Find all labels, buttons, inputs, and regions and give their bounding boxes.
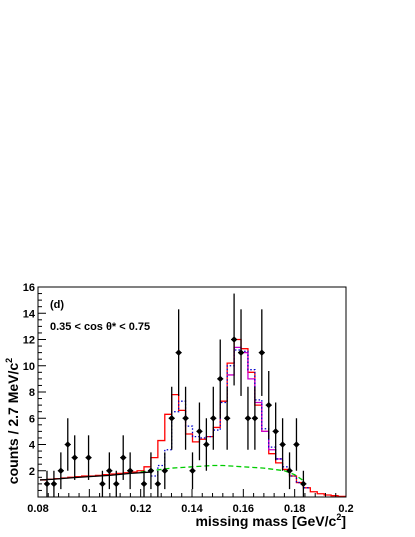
data-point (147, 467, 155, 474)
x-tick-label: 0.14 (181, 503, 203, 515)
data-point (203, 441, 210, 448)
data-point (237, 349, 245, 356)
data-point (279, 441, 286, 448)
data-point (182, 415, 189, 422)
data-point (99, 480, 106, 488)
data-point (120, 454, 127, 461)
data-point (85, 454, 92, 461)
y-tick-label: 2 (29, 466, 35, 478)
x-tick-label: 0.16 (233, 503, 254, 515)
data-point (106, 467, 113, 474)
data-point (286, 467, 293, 474)
x-tick-label: 0.2 (338, 503, 353, 515)
data-point (189, 467, 196, 474)
data-point (64, 441, 71, 448)
data-points-layer (43, 293, 307, 497)
data-point (168, 415, 175, 422)
data-point (43, 480, 51, 488)
data-point (161, 467, 168, 474)
series-line-2 (150, 349, 311, 489)
data-point (196, 428, 203, 435)
y-tick-label: 14 (23, 308, 36, 320)
data-point (154, 480, 162, 488)
data-point (230, 336, 238, 343)
data-point (126, 467, 134, 474)
data-point (210, 415, 217, 422)
y-tick-label: 8 (29, 387, 35, 399)
data-point (244, 415, 252, 422)
data-point (113, 480, 120, 488)
data-point (223, 415, 231, 422)
data-point (217, 375, 224, 383)
data-point (71, 454, 78, 461)
cut-annotation: 0.35 < cos θ* < 0.75 (50, 321, 150, 333)
y-tick-label: 6 (29, 413, 35, 425)
plot-frame (37, 286, 347, 498)
series-line-3 (140, 464, 303, 481)
data-point (140, 480, 148, 488)
x-axis-title: missing mass [GeV/c2] (195, 512, 346, 529)
data-point (175, 349, 182, 356)
data-point (272, 428, 279, 435)
y-tick-label: 12 (23, 335, 35, 347)
x-tick-label: 0.18 (284, 503, 305, 515)
y-tick-label: 16 (23, 282, 35, 294)
panel-label: (d) (50, 299, 64, 311)
y-tick-label: 10 (23, 361, 35, 373)
data-point (251, 415, 259, 422)
x-tick-label: 0.12 (130, 503, 151, 515)
data-point (50, 480, 58, 488)
y-axis-title: counts / 2.7 MeV/c2 (4, 358, 21, 484)
x-tick-label: 0.1 (82, 503, 97, 515)
x-tick-label: 0.08 (27, 503, 48, 515)
data-point (258, 349, 266, 356)
data-point (265, 401, 272, 409)
data-point (293, 441, 300, 448)
data-point (57, 467, 65, 474)
data-point (300, 480, 307, 488)
y-tick-label: 4 (29, 440, 36, 452)
